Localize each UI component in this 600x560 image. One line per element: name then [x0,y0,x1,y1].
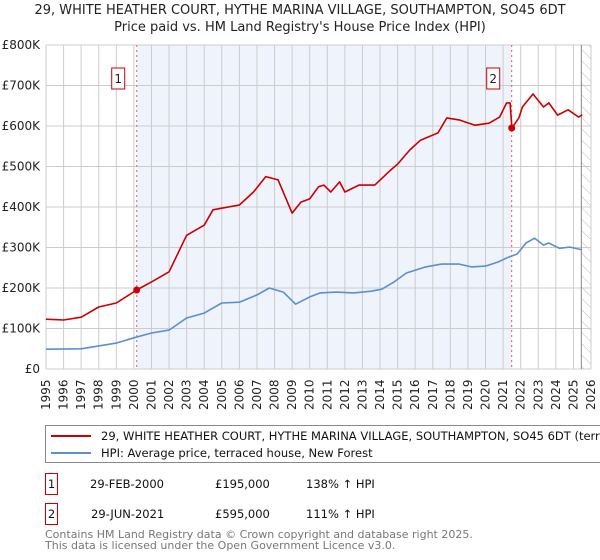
x-tick-label: 2010 [303,379,317,410]
hpi-line [45,237,583,350]
footer-copyright: Contains HM Land Registry data © Crown c… [45,528,473,541]
sale-point [133,286,141,294]
x-tick-label: 2002 [162,379,176,410]
x-tick-label: 2001 [144,379,158,410]
sale-price: £595,000 [215,507,270,521]
y-tick-label: £100K [2,322,42,336]
sale-marker-label: 1 [114,72,122,86]
legend-label-hpi: HPI: Average price, terraced house, New … [101,446,373,460]
legend: 29, WHITE HEATHER COURT, HYTHE MARINA VI… [45,425,600,463]
y-tick-label: £800K [2,38,42,52]
x-tick-label: 1997 [74,379,88,410]
sale-date: 29-FEB-2000 [90,477,164,491]
x-tick-label: 2016 [408,379,422,410]
x-tick-label: 1998 [92,379,106,410]
sale-date: 29-JUN-2021 [91,507,165,521]
x-tick-label: 2017 [426,379,440,410]
legend-swatch-price [51,435,91,437]
sale-row: 2 29-JUN-2021 £595,000 111% ↑ HPI [45,503,595,525]
x-tick-label: 2007 [250,379,264,410]
chart-subtitle: Price paid vs. HM Land Registry's House … [114,20,486,35]
x-tick-label: 2012 [338,379,352,410]
x-tick-label: 2018 [443,379,457,410]
x-tick-label: 2023 [531,379,545,410]
footer: Contains HM Land Registry data © Crown c… [45,528,473,552]
legend-item-price: 29, WHITE HEATHER COURT, HYTHE MARINA VI… [46,428,600,444]
x-tick-label: 2013 [355,379,369,410]
chart-title: 29, WHITE HEATHER COURT, HYTHE MARINA VI… [34,3,566,18]
sale-point [508,124,516,132]
x-tick-label: 2015 [391,379,405,410]
sale-badge: 1 [45,473,58,495]
y-tick-label: £700K [2,79,42,93]
x-tick-label: 2020 [479,379,493,410]
sale-marker-badge [486,67,501,90]
x-tick-label: 2025 [566,379,580,410]
x-tick-label: 2009 [285,379,299,410]
x-tick-label: 2026 [584,379,598,410]
legend-item-hpi: HPI: Average price, terraced house, New … [46,445,373,461]
x-tick-label: 2000 [127,379,141,410]
legend-swatch-hpi [51,452,91,454]
sale-price: £195,000 [215,477,270,491]
x-tick-label: 2006 [232,379,246,410]
x-tick-label: 2003 [180,379,194,410]
legend-label-price: 29, WHITE HEATHER COURT, HYTHE MARINA VI… [101,429,600,443]
x-tick-label: 2024 [549,379,563,410]
x-tick-label: 1996 [57,379,71,410]
footer-licence: This data is licensed under the Open Gov… [45,538,396,552]
x-tick-label: 2004 [197,379,211,410]
y-tick-label: £0 [25,362,40,376]
x-tick-label: 2008 [268,379,282,410]
x-tick-label: 1999 [109,379,123,410]
sale-marker-badge [111,67,126,90]
sale-row: 1 29-FEB-2000 £195,000 138% ↑ HPI [45,473,595,495]
sale-hpi: 111% ↑ HPI [306,507,375,521]
x-tick-label: 2021 [496,379,510,410]
sale-badge: 2 [45,503,58,525]
y-tick-label: £500K [2,160,42,174]
y-tick-label: £400K [2,200,42,214]
line-chart: 1995 1996 1997 1998 1999 2000 2001 2002 2003 2004… [2,38,598,410]
x-tick-label: 2019 [461,379,475,410]
x-tick-label: 2014 [373,379,387,410]
x-tick-label: 2005 [215,379,229,410]
y-tick-label: £600K [2,119,42,133]
x-tick-label: 2011 [320,379,334,410]
sale-hpi: 138% ↑ HPI [306,477,375,491]
x-tick-label: 2022 [514,379,528,410]
x-tick-label: 1995 [39,379,53,410]
y-tick-label: £200K [2,281,42,295]
price-paid-line [45,93,583,321]
sale-marker-label: 2 [489,72,497,86]
y-tick-label: £300K [2,241,42,255]
